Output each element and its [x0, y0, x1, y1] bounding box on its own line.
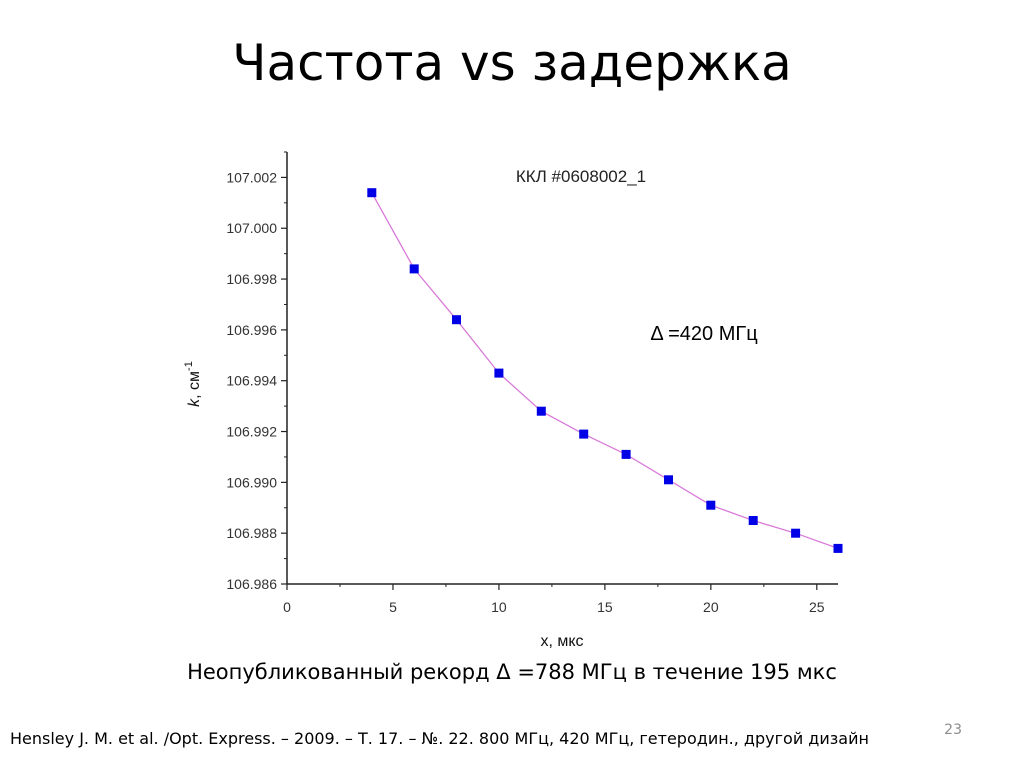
series-line	[371, 192, 839, 550]
data-point	[748, 516, 758, 525]
y-axis-label: k, см-1	[183, 361, 203, 407]
x-tick-label: 0	[283, 599, 291, 615]
data-point	[833, 543, 843, 553]
y-tick-label: 106.986	[226, 576, 277, 592]
data-point	[664, 475, 673, 485]
y-axis-label-exponent: -1	[183, 361, 195, 371]
x-tick-label: 10	[491, 599, 507, 615]
y-axis-label-symbol: k	[186, 398, 203, 407]
x-tick-label: 20	[703, 599, 719, 615]
data-point	[579, 429, 589, 439]
chart-series	[367, 188, 843, 553]
data-point	[409, 264, 419, 274]
x-tick-label: 25	[809, 599, 825, 615]
chart-caption: Неопубликованный рекорд Δ =788 МГц в теч…	[187, 660, 837, 684]
slide-title: Частота vs задержка	[232, 34, 792, 92]
reference-footnote: Hensley J. M. et al. /Opt. Express. – 20…	[10, 729, 869, 748]
y-tick-label: 106.998	[226, 271, 277, 287]
y-tick-label: 106.996	[226, 322, 277, 338]
slide-number: 23	[944, 722, 962, 738]
y-tick-label: 107.002	[226, 169, 277, 185]
y-tick-label: 106.992	[226, 424, 277, 440]
y-tick-label: 106.994	[226, 373, 277, 389]
data-point	[791, 528, 801, 538]
x-tick-label: 15	[597, 599, 613, 615]
y-tick-label: 107.000	[226, 220, 277, 236]
data-point	[621, 449, 631, 459]
chart-annotation: Δ =420 МГц	[650, 323, 757, 345]
y-axis-label-unit: , см	[186, 371, 203, 399]
x-tick-label: 5	[389, 599, 397, 615]
y-tick-label: 106.988	[226, 525, 277, 541]
x-axis-label: x, мкс	[540, 633, 583, 650]
data-point	[706, 500, 716, 510]
chart-title: ККЛ #0608002_1	[516, 167, 646, 186]
data-point	[536, 406, 546, 416]
y-tick-label: 106.990	[226, 474, 277, 490]
data-point	[452, 315, 461, 325]
data-point	[367, 188, 377, 198]
chart-axes: 106.986 106.988 106.990 106.992 106.994 106.9…	[226, 151, 838, 615]
data-point	[494, 368, 504, 378]
